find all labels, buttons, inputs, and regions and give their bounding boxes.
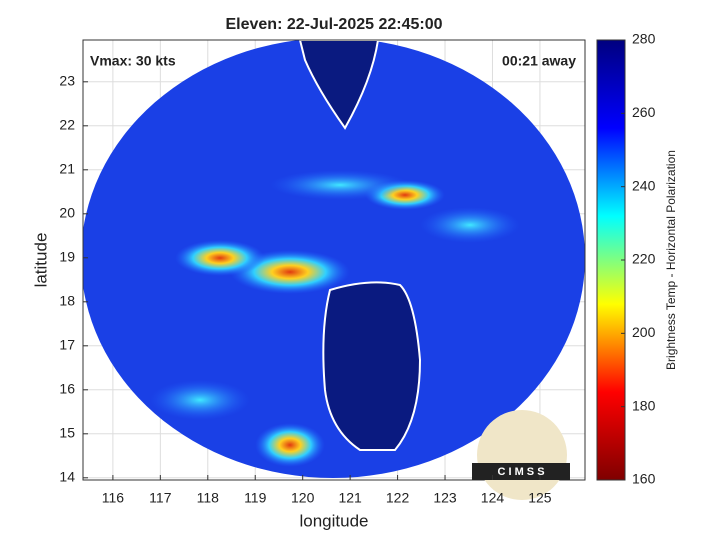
satellite-swath [83,40,585,478]
logo-text: C I M S S [497,466,544,478]
y-tick-label: 22 [59,117,75,133]
y-axis-label: latitude [31,233,50,288]
colorbar [596,39,626,481]
colorbar-tick-label: 240 [632,177,656,193]
plot-frame [82,39,586,481]
y-tick-label: 18 [59,293,75,309]
cimss-logo: C I M S S [472,410,570,500]
x-tick-label: 118 [197,490,220,506]
colorbar-tick-label: 200 [632,324,656,340]
x-tick-label: 119 [244,490,267,506]
y-tick-label: 20 [59,205,75,221]
annotation: 00:21 away [502,53,576,69]
x-axis-label: longitude [299,511,368,530]
colorbar-tick-label: 220 [632,251,656,267]
x-tick-label: 122 [386,490,410,506]
colorbar-tick-label: 180 [632,397,656,413]
annotation: Vmax: 30 kts [90,53,176,69]
colorbar-tick-label: 160 [632,471,656,487]
y-tick-label: 14 [59,469,75,485]
y-tick-label: 16 [59,381,75,397]
x-tick-label: 123 [433,490,457,506]
colorbar-tick-label: 280 [632,31,656,47]
x-tick-label: 117 [149,490,172,506]
y-tick-label: 15 [59,425,75,441]
colorbar-label: Brightness Temp - Horizontal Polarizatio… [664,150,678,370]
x-tick-label: 121 [338,490,362,506]
x-tick-label: 116 [102,490,125,506]
colorbar-tick-label: 260 [632,104,656,120]
y-tick-label: 19 [59,249,75,265]
y-tick-label: 21 [59,161,75,177]
x-tick-label: 120 [291,490,315,506]
x-tick-label: 124 [481,490,505,506]
y-tick-label: 23 [59,73,75,89]
chart-title: Eleven: 22-Jul-2025 22:45:00 [225,16,442,33]
y-tick-label: 17 [59,337,75,353]
x-tick-label: 125 [528,490,552,506]
